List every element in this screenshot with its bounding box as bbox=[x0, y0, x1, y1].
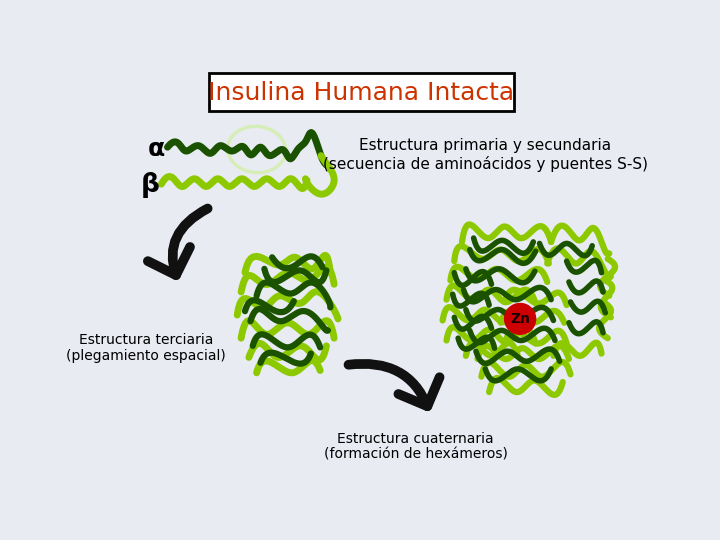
Text: Zn: Zn bbox=[510, 312, 530, 326]
FancyArrowPatch shape bbox=[148, 208, 207, 275]
Text: Insulina Humana Intacta: Insulina Humana Intacta bbox=[208, 80, 514, 105]
Circle shape bbox=[505, 303, 536, 334]
FancyArrowPatch shape bbox=[348, 364, 440, 406]
Text: Estructura primaria y secundaria
(secuencia de aminoácidos y puentes S-S): Estructura primaria y secundaria (secuen… bbox=[323, 138, 648, 172]
FancyBboxPatch shape bbox=[209, 72, 514, 111]
Text: β: β bbox=[140, 172, 159, 198]
Text: Estructura cuaternaria
(formación de hexámeros): Estructura cuaternaria (formación de hex… bbox=[323, 431, 508, 462]
Text: Estructura terciaria
(plegamiento espacial): Estructura terciaria (plegamiento espaci… bbox=[66, 333, 225, 363]
Text: α: α bbox=[148, 138, 166, 161]
